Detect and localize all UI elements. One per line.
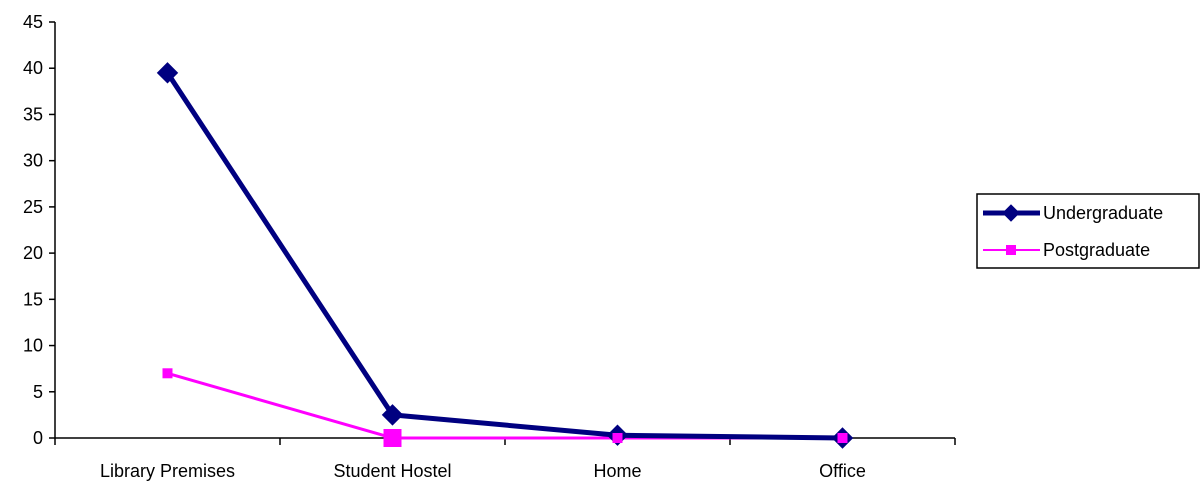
y-tick-label: 10 (23, 336, 43, 356)
y-tick-label: 40 (23, 58, 43, 78)
y-tick-label: 0 (33, 428, 43, 448)
point-undergraduate (381, 404, 404, 426)
y-tick-label: 35 (23, 104, 43, 124)
x-tick-label: Office (819, 461, 866, 481)
legend-marker (1002, 204, 1020, 222)
legend-label: Postgraduate (1043, 240, 1150, 260)
y-tick-label: 45 (23, 12, 43, 32)
legend-marker (1006, 245, 1016, 255)
point-postgraduate (612, 433, 623, 443)
point-postgraduate (162, 368, 173, 379)
chart-legend: Undergraduate Postgraduate (976, 193, 1200, 269)
chart-series (156, 62, 854, 449)
point-undergraduate (156, 62, 179, 84)
legend-box (976, 193, 1200, 269)
y-tick-label: 5 (33, 382, 43, 402)
point-postgraduate (383, 429, 402, 447)
y-tick-label: 20 (23, 243, 43, 263)
point-postgraduate (837, 433, 848, 443)
x-tick-label: Library Premises (100, 461, 235, 481)
y-tick-label: 25 (23, 197, 43, 217)
x-tick-label: Student Hostel (333, 461, 451, 481)
series-line-undergraduate (165, 71, 843, 441)
legend-label: Undergraduate (1043, 203, 1163, 223)
chart-axes: 0 5 10 15 20 25 30 35 40 45 Library Premises Studen… (23, 12, 956, 481)
y-tick-label: 15 (23, 289, 43, 309)
x-tick-label: Home (593, 461, 641, 481)
y-tick-label: 30 (23, 151, 43, 171)
series-line-postgraduate (167, 371, 843, 440)
